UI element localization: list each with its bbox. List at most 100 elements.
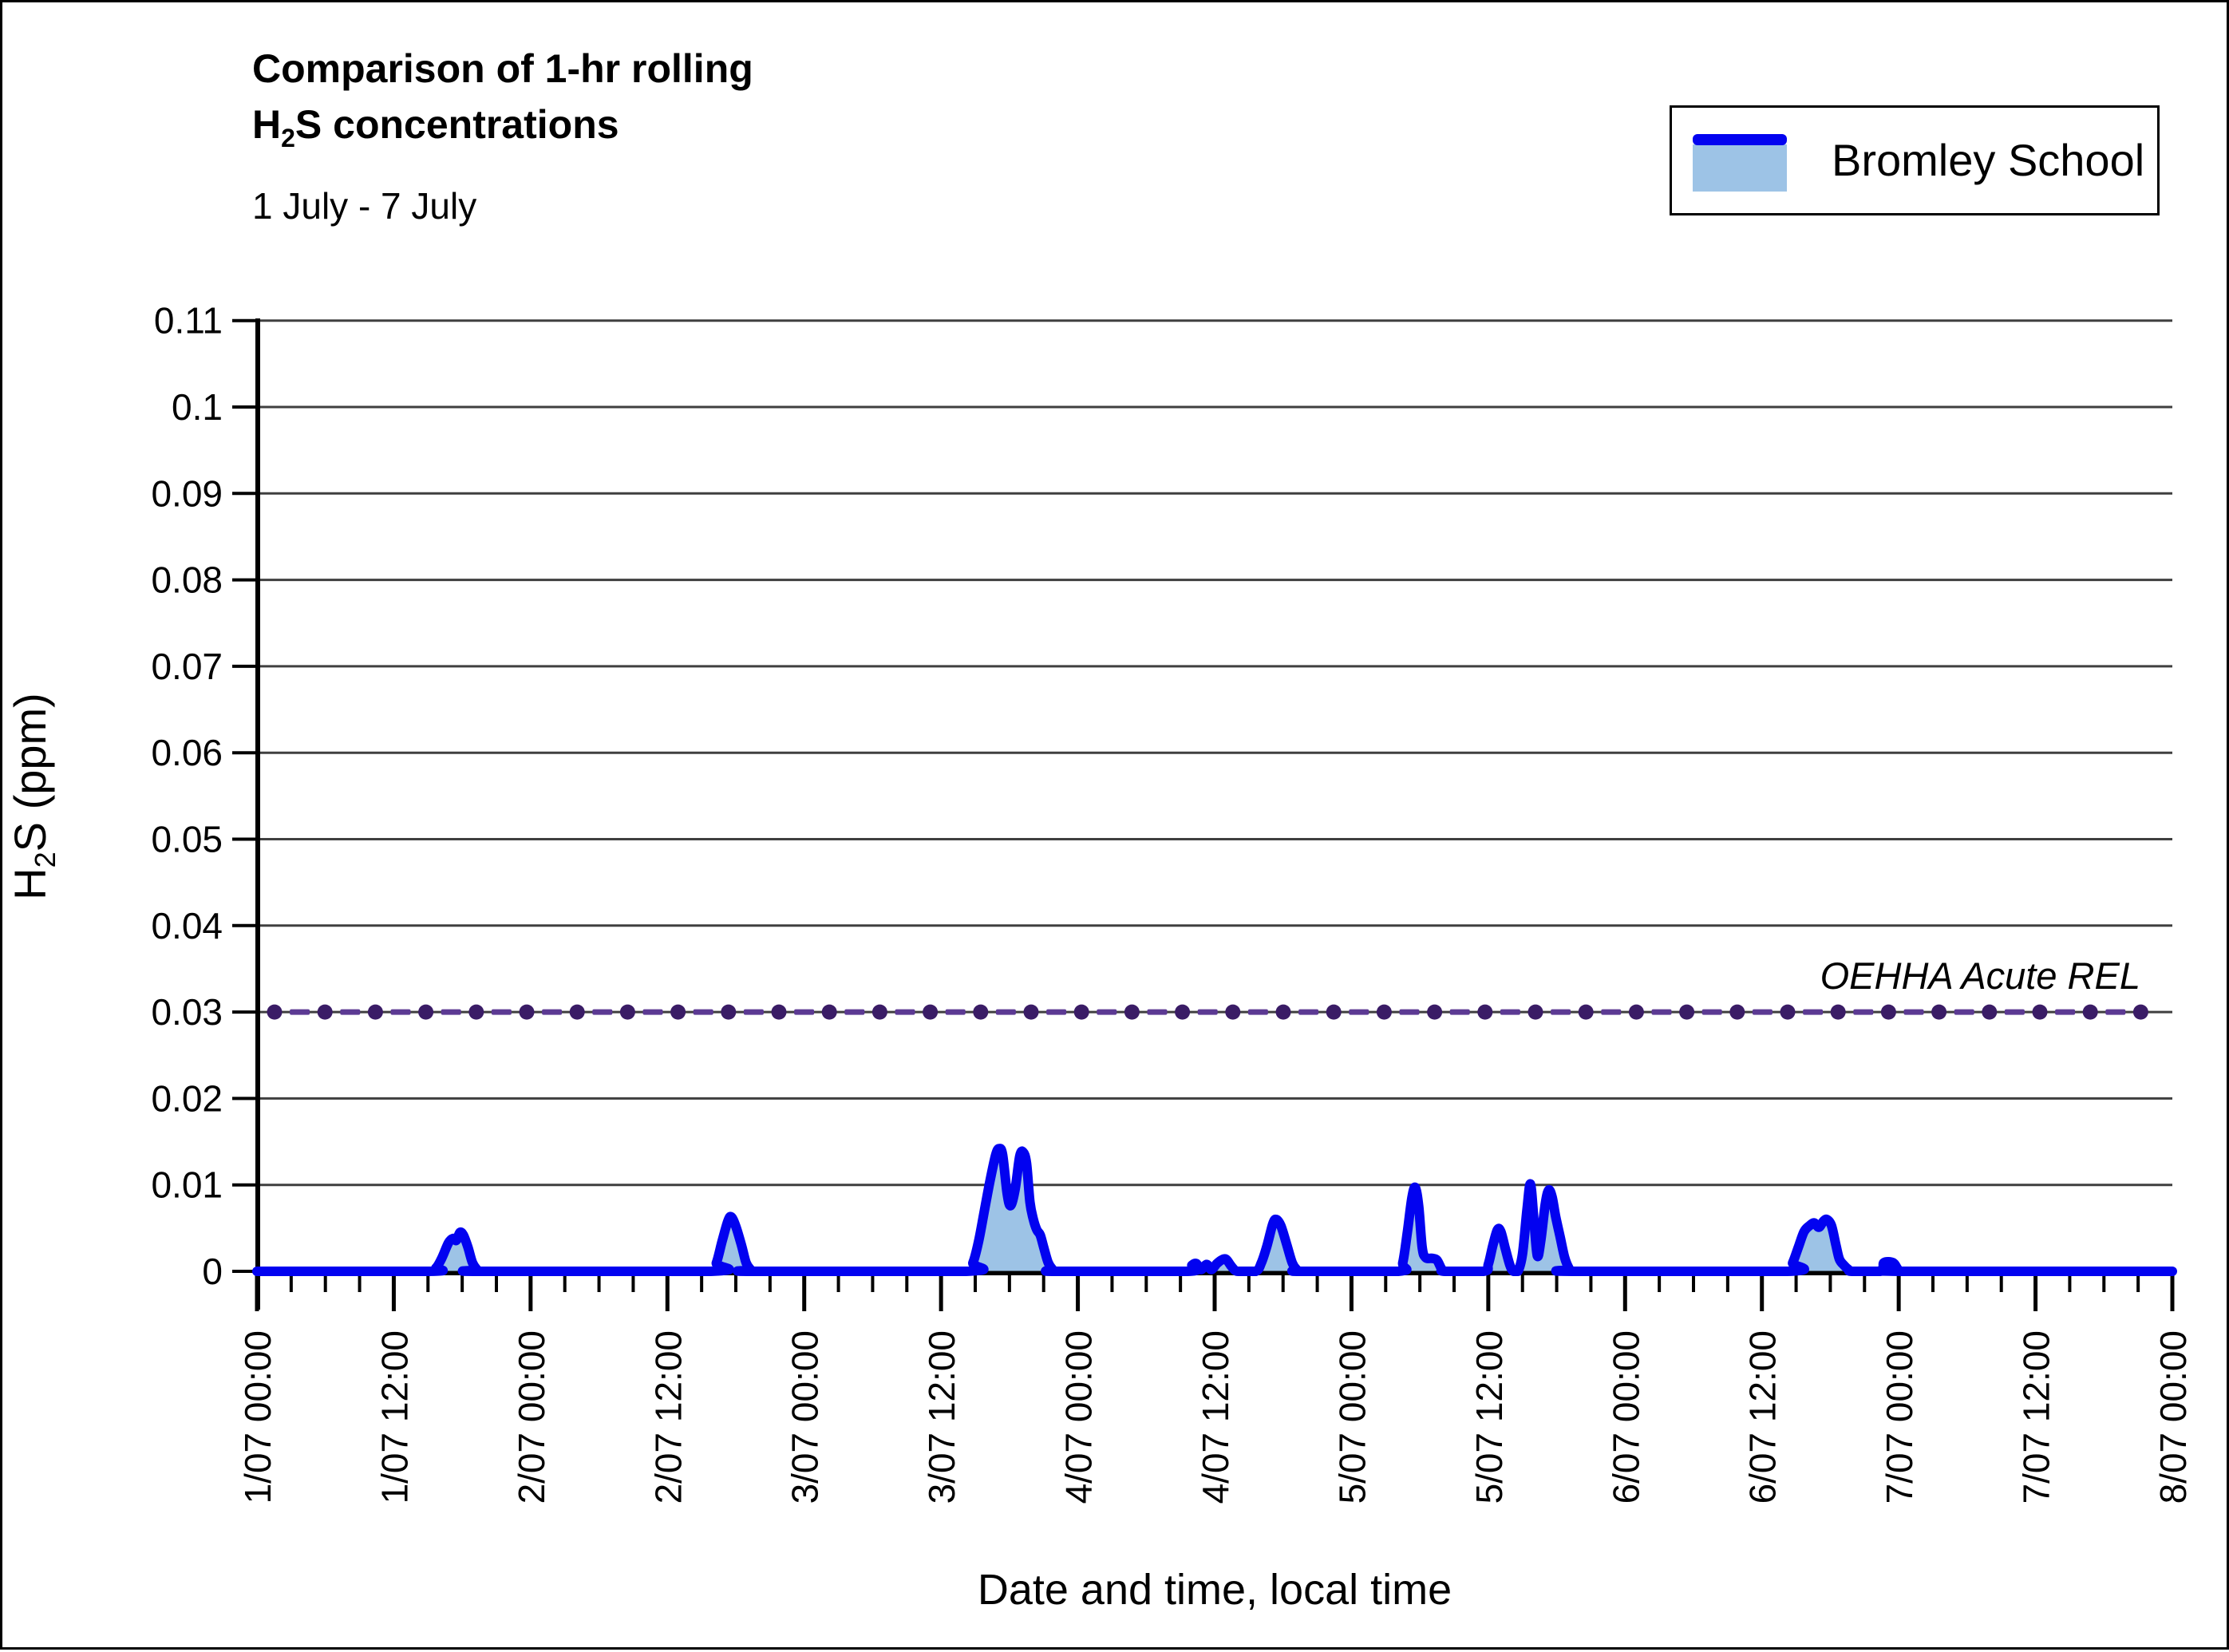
chart-title-line2: H2S concentrations: [252, 102, 619, 152]
reference-line-dash: [1500, 1009, 1520, 1015]
reference-line-dot: [721, 1004, 737, 1020]
x-tick-label: 2/07 12:00: [647, 1330, 689, 1504]
reference-line-dot: [619, 1004, 635, 1020]
reference-line-dash: [340, 1009, 361, 1015]
x-tick-label: 6/07 12:00: [1742, 1330, 1784, 1504]
legend-box: Bromley School: [1670, 105, 2160, 215]
y-axis-title: H2S (ppm): [5, 693, 61, 900]
reference-line-dot: [1326, 1004, 1342, 1020]
legend-swatch-line: [1693, 134, 1787, 145]
reference-line-dot: [1175, 1004, 1191, 1020]
y-tick-label: 0.04: [151, 905, 223, 947]
series-area-fill: [257, 1148, 2172, 1271]
reference-line-dot: [418, 1004, 434, 1020]
reference-line-dash: [2004, 1009, 2025, 1015]
x-tick-label: 4/07 12:00: [1195, 1330, 1236, 1504]
reference-line-dot: [1931, 1004, 1947, 1020]
reference-line-dot: [2032, 1004, 2048, 1020]
reference-line-dot: [1225, 1004, 1241, 1020]
y-tick-label: 0.03: [151, 991, 223, 1033]
reference-line-dash: [542, 1009, 563, 1015]
x-tick-label: 5/07 00:00: [1331, 1330, 1373, 1504]
reference-line-dash: [390, 1009, 411, 1015]
chart-title-line1: Comparison of 1-hr rolling: [252, 46, 753, 91]
reference-line-dash: [1954, 1009, 1974, 1015]
reference-line-dash: [1903, 1009, 1924, 1015]
reference-line-dash: [1651, 1009, 1672, 1015]
y-tick-label: 0.1: [172, 386, 223, 428]
reference-line-dot: [1427, 1004, 1443, 1020]
reference-line-dot: [1780, 1004, 1796, 1020]
reference-line-dash: [1701, 1009, 1722, 1015]
reference-line-dot: [821, 1004, 837, 1020]
reference-line-dot: [317, 1004, 333, 1020]
x-tick-label: 4/07 00:00: [1058, 1330, 1100, 1504]
reference-line-dot: [1729, 1004, 1745, 1020]
x-tick-label: 1/07 12:00: [373, 1330, 415, 1504]
x-tick-label: 3/07 12:00: [921, 1330, 962, 1504]
reference-line-dot: [1880, 1004, 1896, 1020]
subscript-2: 2: [281, 124, 295, 152]
y-tick-label: 0.05: [151, 819, 223, 860]
reference-line-dot: [468, 1004, 484, 1020]
x-tick-label: 3/07 00:00: [784, 1330, 826, 1504]
reference-line-dot: [1477, 1004, 1493, 1020]
x-tick-label: 2/07 00:00: [511, 1330, 552, 1504]
reference-line-dash: [290, 1009, 310, 1015]
y-tick-label: 0.01: [151, 1164, 223, 1206]
reference-line-dot: [1628, 1004, 1644, 1020]
reference-line-dash: [1601, 1009, 1622, 1015]
reference-line-dash: [844, 1009, 865, 1015]
reference-line-dot: [1023, 1004, 1039, 1020]
reference-line-dash: [1399, 1009, 1420, 1015]
reference-line-dash: [1551, 1009, 1571, 1015]
reference-line-dash: [1298, 1009, 1319, 1015]
reference-line-dash: [1147, 1009, 1168, 1015]
y-tick-label: 0.11: [154, 300, 223, 342]
reference-line-dot: [1578, 1004, 1594, 1020]
reference-line-dash: [441, 1009, 461, 1015]
reference-line-dash: [1803, 1009, 1824, 1015]
x-axis-title: Date and time, local time: [977, 1566, 1452, 1614]
reference-line-dash: [2105, 1009, 2126, 1015]
reference-line-dash: [1853, 1009, 1874, 1015]
reference-line-dot: [1073, 1004, 1089, 1020]
reference-line-dot: [1982, 1004, 1998, 1020]
y-tick-label: 0.08: [151, 559, 223, 601]
reference-line-dot: [1124, 1004, 1140, 1020]
reference-line-dot: [670, 1004, 686, 1020]
reference-line-dot: [1376, 1004, 1392, 1020]
y-tick-label: 0.07: [151, 646, 223, 687]
y-tick-label: 0.02: [151, 1077, 223, 1119]
reference-line-dot: [519, 1004, 535, 1020]
x-tick-label: 8/07 00:00: [2152, 1330, 2194, 1504]
reference-line-dot: [871, 1004, 887, 1020]
reference-line-dash: [491, 1009, 512, 1015]
x-tick-label: 5/07 12:00: [1468, 1330, 1510, 1504]
reference-line-dash: [1449, 1009, 1470, 1015]
reference-line-dash: [1247, 1009, 1268, 1015]
reference-line-dot: [1830, 1004, 1846, 1020]
reference-line-dot: [1527, 1004, 1543, 1020]
reference-line-dash: [743, 1009, 764, 1015]
reference-line-dot: [267, 1004, 283, 1020]
reference-line-label: OEHHA Acute REL: [1820, 954, 2140, 997]
y-tick-label: 0.06: [151, 732, 223, 773]
x-tick-label: 7/07 00:00: [1879, 1330, 1920, 1504]
reference-line-dash: [1752, 1009, 1773, 1015]
reference-line-dot: [2082, 1004, 2098, 1020]
reference-line-dot: [2132, 1004, 2148, 1020]
reference-line-dash: [693, 1009, 713, 1015]
legend-series-label: Bromley School: [1832, 135, 2145, 185]
reference-line-dash: [794, 1009, 815, 1015]
reference-line-dash: [642, 1009, 663, 1015]
reference-line-dash: [1197, 1009, 1218, 1015]
chart-title: Comparison of 1-hr rolling H2S concentra…: [252, 41, 753, 166]
reference-line-dot: [771, 1004, 787, 1020]
series-line: [252, 1144, 2177, 1277]
reference-line-dot: [973, 1004, 989, 1020]
x-tick-label: 6/07 00:00: [1605, 1330, 1646, 1504]
chart-subtitle: 1 July - 7 July: [252, 185, 477, 227]
